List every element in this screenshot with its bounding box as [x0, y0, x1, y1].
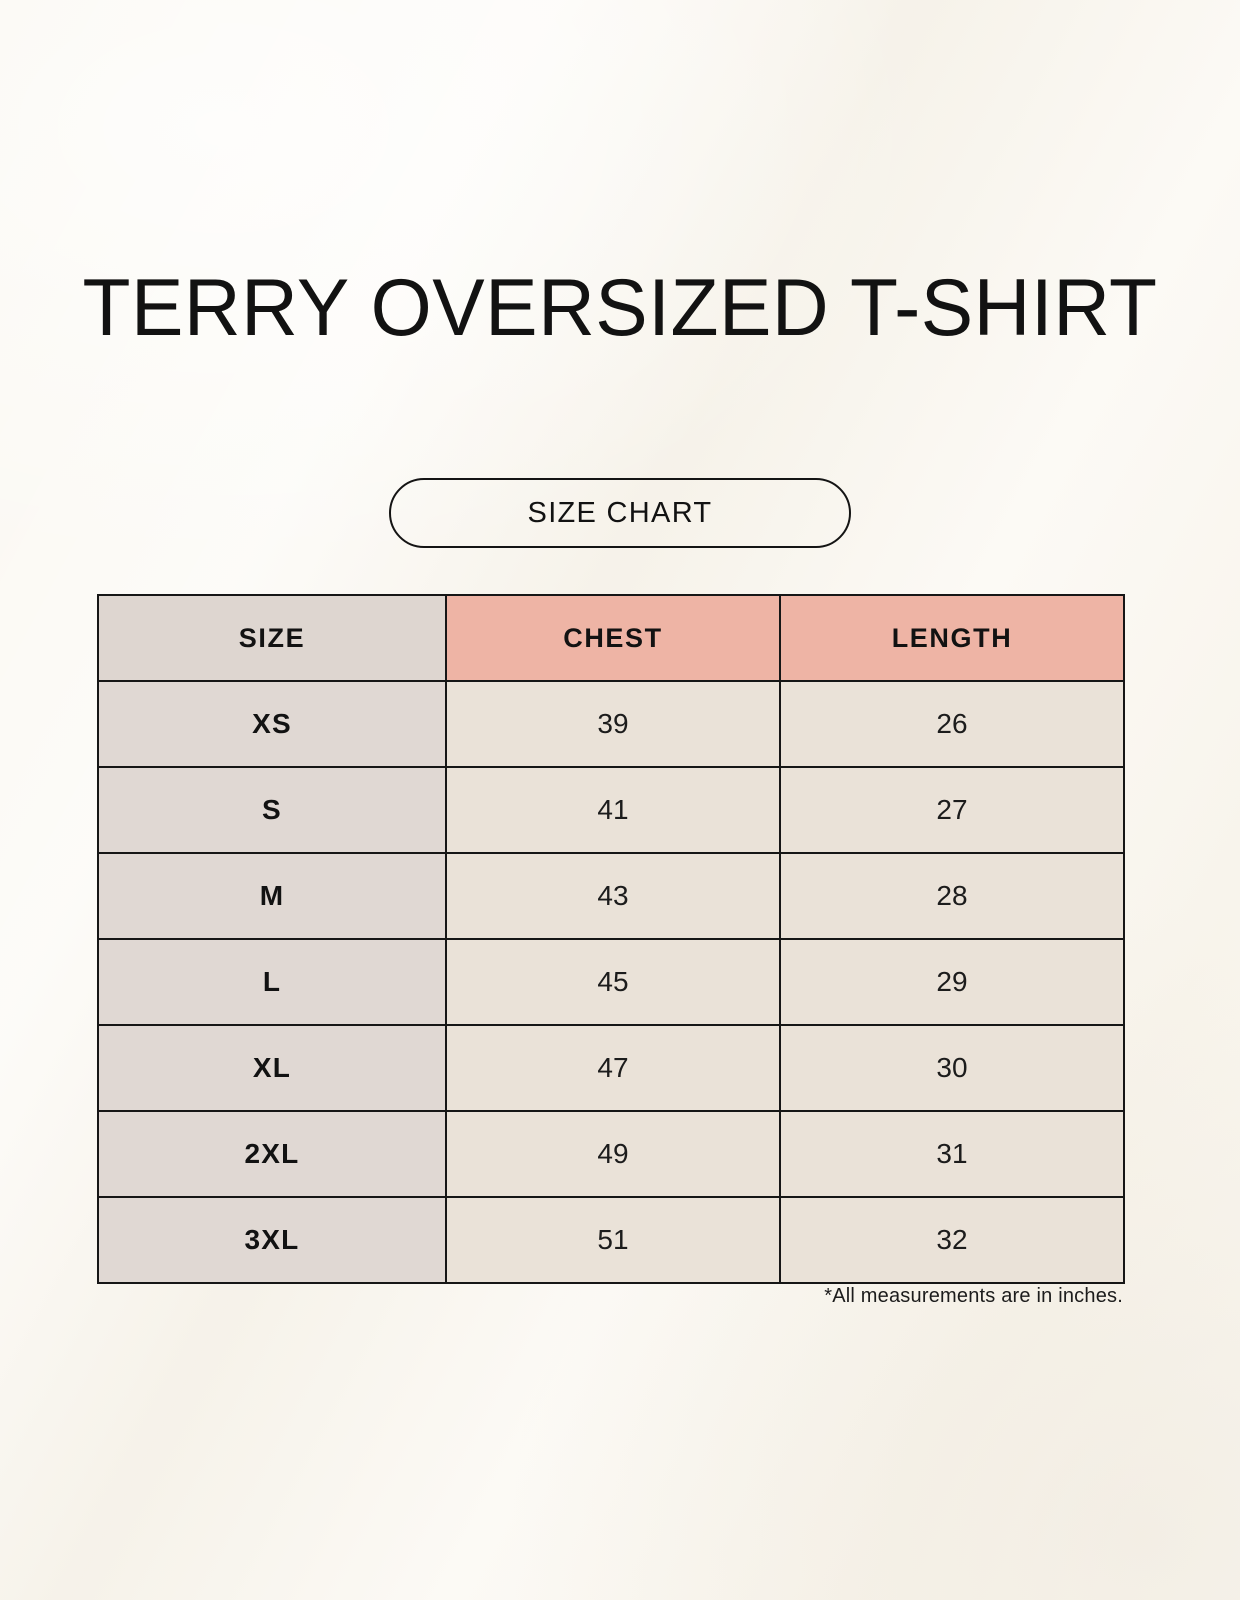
size-value: S — [262, 794, 282, 825]
table-row: 3XL 51 32 — [97, 1196, 1125, 1284]
badge-container: SIZE CHART — [0, 478, 1240, 548]
cell-size: XS — [97, 680, 447, 768]
title-block: TERRY OVERSIZED T-SHIRT — [0, 263, 1240, 353]
cell-length: 28 — [779, 852, 1125, 940]
column-header-size: SIZE — [97, 594, 447, 682]
cell-chest: 49 — [445, 1110, 781, 1198]
size-value: XL — [252, 1052, 292, 1083]
table-head: SIZE CHEST LENGTH — [97, 594, 1125, 682]
page-title: TERRY OVERSIZED T-SHIRT — [82, 263, 1158, 353]
cell-chest: 41 — [445, 766, 781, 854]
chest-value: 39 — [597, 708, 629, 739]
length-value: 26 — [936, 708, 968, 739]
cell-size: 2XL — [97, 1110, 447, 1198]
chest-value: 47 — [597, 1052, 629, 1083]
cell-length: 26 — [779, 680, 1125, 768]
cell-length: 32 — [779, 1196, 1125, 1284]
size-value: 3XL — [244, 1224, 300, 1255]
length-value: 29 — [936, 966, 968, 997]
table-row: XS 39 26 — [97, 680, 1125, 768]
size-table: SIZE CHEST LENGTH XS 39 — [97, 594, 1125, 1284]
chest-value: 45 — [597, 966, 629, 997]
length-value: 32 — [936, 1224, 968, 1255]
column-header-size-label: SIZE — [238, 622, 306, 653]
size-value: XS — [252, 708, 292, 739]
cell-length: 29 — [779, 938, 1125, 1026]
length-value: 30 — [936, 1052, 968, 1083]
cell-length: 30 — [779, 1024, 1125, 1112]
cell-length: 31 — [779, 1110, 1125, 1198]
chest-value: 43 — [597, 880, 629, 911]
chest-value: 49 — [597, 1138, 629, 1169]
cell-size: S — [97, 766, 447, 854]
chest-value: 51 — [597, 1224, 629, 1255]
measurement-footnote: *All measurements are in inches. — [824, 1285, 1123, 1307]
table-body: XS 39 26 S 41 — [97, 680, 1125, 1284]
column-header-chest-label: CHEST — [563, 622, 663, 653]
table-header-row: SIZE CHEST LENGTH — [97, 594, 1125, 682]
size-table-container: SIZE CHEST LENGTH XS 39 — [97, 594, 1125, 1284]
length-value: 28 — [936, 880, 968, 911]
size-value: M — [259, 880, 285, 911]
cell-chest: 39 — [445, 680, 781, 768]
table-row: L 45 29 — [97, 938, 1125, 1026]
size-value: L — [262, 966, 282, 997]
table-row: XL 47 30 — [97, 1024, 1125, 1112]
column-header-length: LENGTH — [779, 594, 1125, 682]
column-header-length-label: LENGTH — [891, 622, 1013, 653]
cell-size: 3XL — [97, 1196, 447, 1284]
table-row: S 41 27 — [97, 766, 1125, 854]
length-value: 27 — [936, 794, 968, 825]
size-chart-badge: SIZE CHART — [389, 478, 851, 548]
cell-chest: 45 — [445, 938, 781, 1026]
size-value: 2XL — [244, 1138, 300, 1169]
cell-chest: 51 — [445, 1196, 781, 1284]
length-value: 31 — [936, 1138, 968, 1169]
size-chart-badge-label: SIZE CHART — [527, 496, 713, 529]
cell-size: M — [97, 852, 447, 940]
cell-length: 27 — [779, 766, 1125, 854]
table-row: M 43 28 — [97, 852, 1125, 940]
cell-size: XL — [97, 1024, 447, 1112]
table-row: 2XL 49 31 — [97, 1110, 1125, 1198]
chest-value: 41 — [597, 794, 629, 825]
column-header-chest: CHEST — [445, 594, 781, 682]
cell-chest: 43 — [445, 852, 781, 940]
cell-size: L — [97, 938, 447, 1026]
cell-chest: 47 — [445, 1024, 781, 1112]
